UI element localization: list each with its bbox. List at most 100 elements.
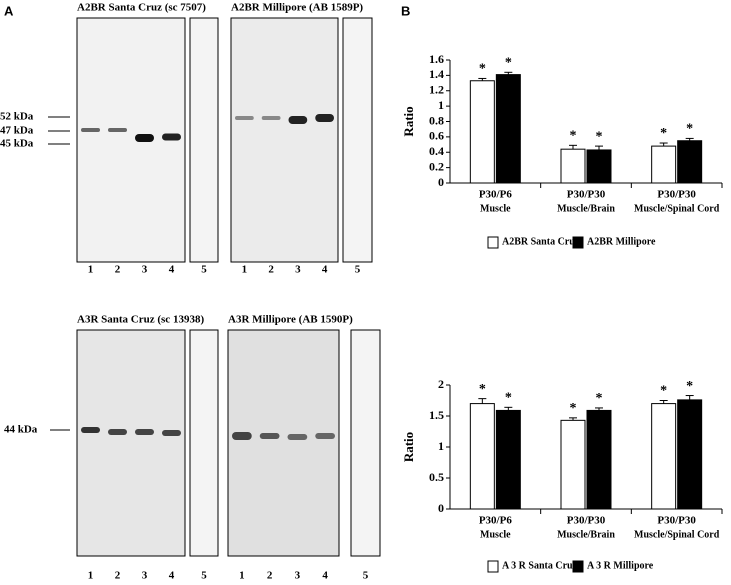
band xyxy=(261,116,281,120)
lane-number: 5 xyxy=(201,264,207,276)
lane-number: 2 xyxy=(268,264,274,276)
legend-swatch xyxy=(487,560,499,573)
y-tick-label: 1.5 xyxy=(429,408,444,422)
significance: * xyxy=(505,391,512,406)
band xyxy=(315,433,335,439)
blot-lane-5 xyxy=(350,329,381,557)
size-marker: 52 kDa xyxy=(0,111,34,123)
lane-number: 4 xyxy=(322,264,328,276)
bar xyxy=(651,403,677,510)
y-tick-label: 0.8 xyxy=(429,113,444,127)
lane-number: 1 xyxy=(88,264,94,276)
bar xyxy=(651,145,677,184)
y-tick-label: 1.4 xyxy=(429,67,444,81)
blot-lane-5 xyxy=(189,329,219,557)
band xyxy=(135,134,154,142)
x-tick-label: P30/P30 xyxy=(657,515,696,527)
lane-number: 5 xyxy=(363,570,369,582)
lane-number: 4 xyxy=(169,570,175,582)
lane-number: 2 xyxy=(115,264,121,276)
panel-label: B xyxy=(401,3,410,18)
significance: * xyxy=(660,384,667,399)
significance: * xyxy=(686,122,693,137)
y-tick-label: 1.2 xyxy=(429,83,444,97)
lane-number: 2 xyxy=(115,570,121,582)
legend-label: A2BR Millipore xyxy=(587,236,656,247)
x-tick-label: Muscle/Spinal Cord xyxy=(634,529,720,540)
band xyxy=(108,429,127,435)
y-tick-label: 0.5 xyxy=(429,470,444,484)
blot xyxy=(227,329,340,557)
y-tick-label: 1 xyxy=(438,439,444,453)
band xyxy=(162,430,181,436)
y-tick-label: 0.2 xyxy=(429,159,444,173)
significance: * xyxy=(479,62,486,77)
blot xyxy=(76,329,186,557)
blot-title: A2BR Millipore (AB 1589P) xyxy=(231,2,363,14)
significance: * xyxy=(686,379,693,394)
x-tick-label: P30/P30 xyxy=(657,189,696,201)
significance: * xyxy=(660,126,667,141)
bar xyxy=(560,148,586,184)
lane-number: 3 xyxy=(142,264,148,276)
legend-label: A2BR Santa Cruz xyxy=(502,236,580,247)
x-tick-label: P30/P6 xyxy=(479,189,512,201)
x-tick-label: P30/P30 xyxy=(567,189,606,201)
y-tick-label: 1 xyxy=(438,98,444,112)
legend-swatch xyxy=(572,560,584,573)
y-axis-label: Ratio xyxy=(401,106,416,136)
lane-number: 4 xyxy=(169,264,175,276)
y-tick-label: 0.6 xyxy=(429,129,444,143)
x-tick-label: Muscle/Brain xyxy=(557,529,615,540)
x-tick-label: Muscle/Spinal Cord xyxy=(634,203,720,214)
lane-number: 3 xyxy=(295,570,301,582)
bar xyxy=(560,419,586,510)
size-marker: 45 kDa xyxy=(0,138,34,150)
x-tick-label: P30/P30 xyxy=(567,515,606,527)
significance: * xyxy=(570,401,577,416)
legend-label: A 3 R Santa Cruz xyxy=(502,560,578,571)
lane-number: 3 xyxy=(142,570,148,582)
blot-lane-5 xyxy=(342,17,373,263)
band xyxy=(259,433,280,439)
blot xyxy=(230,17,339,263)
bar xyxy=(677,140,703,184)
blot-lane-5 xyxy=(189,17,219,263)
bar xyxy=(586,149,612,184)
bar xyxy=(469,403,495,510)
bar xyxy=(469,80,495,184)
y-tick-label: 0.4 xyxy=(429,144,444,158)
legend-label: A 3 R Millipore xyxy=(587,560,654,571)
significance: * xyxy=(596,391,603,406)
x-tick-label: Muscle/Brain xyxy=(557,203,615,214)
lane-number: 2 xyxy=(267,570,273,582)
band xyxy=(162,133,181,141)
band xyxy=(287,434,308,440)
blot-title: A3R Santa Cruz (sc 13938) xyxy=(77,314,204,326)
lane-number: 3 xyxy=(295,264,301,276)
x-tick-label: P30/P6 xyxy=(479,515,512,527)
lane-number: 4 xyxy=(322,570,328,582)
band xyxy=(108,128,127,132)
band xyxy=(81,128,100,132)
band xyxy=(81,427,100,433)
legend-swatch xyxy=(487,236,499,249)
y-tick-label: 0 xyxy=(438,501,444,515)
x-tick-label: Muscle xyxy=(480,529,511,540)
band xyxy=(232,432,252,440)
blot-title: A2BR Santa Cruz (sc 7507) xyxy=(77,2,206,14)
bar xyxy=(677,399,703,510)
lane-number: 1 xyxy=(242,264,248,276)
panel-label: A xyxy=(4,3,14,18)
lane-number: 5 xyxy=(201,570,207,582)
y-tick-label: 2 xyxy=(438,377,444,391)
lane-number: 1 xyxy=(239,570,245,582)
bar xyxy=(495,74,521,184)
band xyxy=(288,116,308,124)
significance: * xyxy=(479,382,486,397)
y-tick-label: 0 xyxy=(438,175,444,189)
significance: * xyxy=(596,129,603,144)
y-axis-label: Ratio xyxy=(401,432,416,462)
